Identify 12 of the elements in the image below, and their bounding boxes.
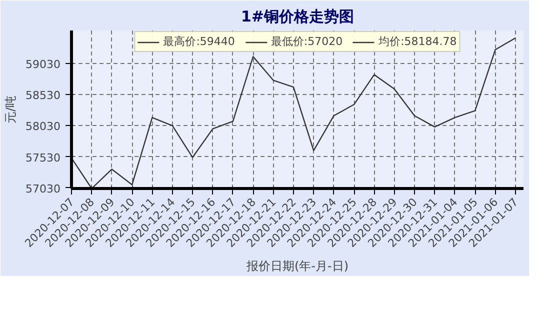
y-tick-label: 57030 [26,182,61,196]
y-tick-label: 58530 [26,89,61,102]
y-tick-label: 58030 [26,120,61,134]
annotation: 最高价:59440 [163,34,235,49]
annotation: 均价:58184.78 [378,34,457,49]
annotation: 最低价:57020 [270,34,343,49]
y-tick-label: 59030 [26,58,61,71]
x-axis-title: 报价日期(年-月-日) [245,259,349,274]
y-axis-title: 元/吨 [4,95,18,124]
chart-title: 1#铜价格走势图 [240,8,354,26]
line-series [72,37,516,188]
y-tick-label: 57530 [26,151,61,164]
